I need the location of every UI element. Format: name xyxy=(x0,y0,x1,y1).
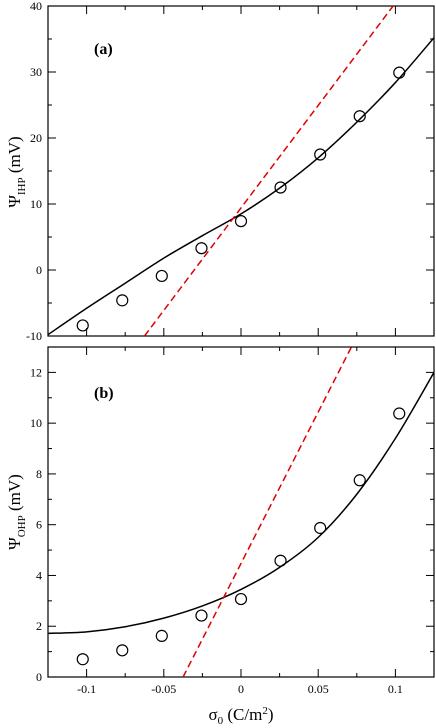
panel-a-y-tick-label: 10 xyxy=(30,197,42,211)
panel-b-y-tick-label: 10 xyxy=(30,416,42,430)
panel-a-y-tick-label: 40 xyxy=(30,0,42,13)
panel-b-data-point xyxy=(234,592,248,606)
panel-a-data-point xyxy=(314,148,327,161)
panel-a-data-point xyxy=(274,181,287,194)
panel-b-x-ticks xyxy=(47,347,435,677)
panel-b-y-ticks: 0 2 4 6 8 10 12 xyxy=(30,365,434,684)
panel-b-x-tick-labels: -0.1 -0.05 0 0.05 0.1 xyxy=(77,682,403,696)
panel-b-fit-curve xyxy=(48,372,434,635)
panel-b-label: (b) xyxy=(94,385,114,402)
panel-b-data-point xyxy=(155,629,168,642)
panel-b-y-tick-label: 6 xyxy=(36,518,42,532)
panel-a-y-tick-label: 0 xyxy=(36,263,42,277)
panel-a-data-point xyxy=(353,110,366,123)
panel-b-y-tick-label: 8 xyxy=(36,467,42,481)
panel-a-data-point xyxy=(393,66,406,79)
x-tick-label: 0 xyxy=(238,682,244,696)
panel-b-data-point xyxy=(393,407,406,420)
panel-b-data-point xyxy=(195,609,208,622)
panel-a-label: (a) xyxy=(94,41,113,58)
panel-b-y-axis-title: ΨOHP (mV) xyxy=(5,474,28,550)
panel-b-data-point xyxy=(116,644,129,657)
panel-a-series xyxy=(48,6,434,336)
panel-b-y-tick-label: 2 xyxy=(36,619,42,633)
panel-a-data-point xyxy=(234,215,248,228)
x-tick-label: 0.05 xyxy=(308,682,329,696)
panel-b-data-point xyxy=(76,653,89,666)
x-tick-label: -0.05 xyxy=(151,682,176,696)
panel-a-fit-curve xyxy=(48,37,434,336)
panel-b-series xyxy=(48,347,434,677)
x-axis-title: σ0 (C/m2) xyxy=(208,705,273,727)
panel-b-y-tick-label: 0 xyxy=(36,670,42,684)
panel-a-y-tick-label: 20 xyxy=(30,131,42,145)
panel-b-data-point xyxy=(353,474,366,487)
panel-a-y-axis-title: ΨIHP (mV) xyxy=(5,136,28,207)
panel-b-y-tick-label: 12 xyxy=(30,365,42,379)
panel-a-data-point xyxy=(116,294,129,307)
panel-a-y-tick-label: -10 xyxy=(26,329,42,343)
panel-a-data-point xyxy=(76,319,89,332)
panel-a: (a) -10 0 10 20 30 40 ΨIHP (mV) xyxy=(5,0,435,343)
panel-a-y-ticks: -10 0 10 20 30 40 xyxy=(26,0,434,343)
panel-a-x-ticks xyxy=(47,6,435,336)
panel-b-y-tick-label: 4 xyxy=(36,568,42,582)
x-tick-label: -0.1 xyxy=(77,682,96,696)
panel-a-linear-dashed-line xyxy=(143,6,394,336)
panel-a-data-point xyxy=(155,269,168,283)
x-tick-label: 0.1 xyxy=(388,682,403,696)
panel-b-linear-dashed-line xyxy=(182,347,353,677)
panel-a-y-tick-label: 30 xyxy=(30,65,42,79)
panel-a-data-point xyxy=(195,242,208,255)
panel-b: (b) 0 2 4 6 8 10 12 -0.1 -0.05 0 0.05 0.1 ΨOHP (mV… xyxy=(5,346,435,696)
panel-b-data-point xyxy=(314,521,327,535)
